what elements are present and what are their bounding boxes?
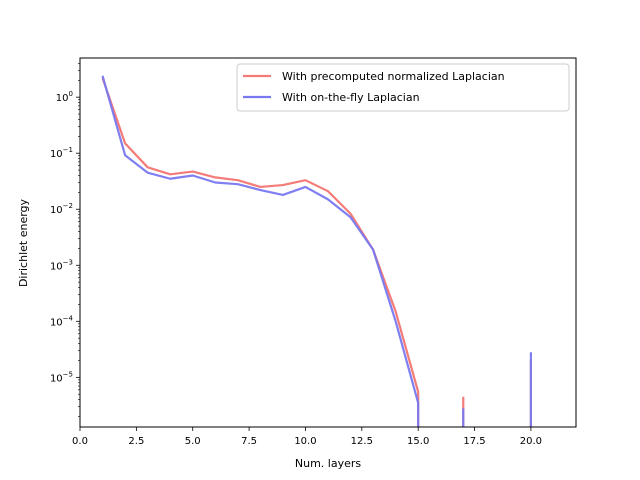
y-tick-label: 10−5 xyxy=(50,370,73,384)
legend-label-on-the-fly: With on-the-fly Laplacian xyxy=(282,91,420,104)
x-tick-label: 2.5 xyxy=(128,436,144,447)
x-tick-label: 17.5 xyxy=(463,436,485,447)
x-tick-label: 10.0 xyxy=(294,436,316,447)
x-tick-label: 12.5 xyxy=(351,436,373,447)
y-tick-label: 10−2 xyxy=(50,202,73,216)
y-tick-label: 10−3 xyxy=(50,258,73,272)
series-0-segment-0 xyxy=(101,77,420,427)
x-tick-label: 0.0 xyxy=(72,436,88,447)
legend-label-precomputed: With precomputed normalized Laplacian xyxy=(282,70,505,83)
x-tick-label: 5.0 xyxy=(185,436,201,447)
x-axis-label: Num. layers xyxy=(295,457,362,470)
series-layer xyxy=(101,75,533,427)
series-1-segment-0 xyxy=(101,75,420,427)
y-axis-ticks: 10−5 10−4 10−3 10−2 10−1 100 xyxy=(50,63,80,417)
y-tick-label: 100 xyxy=(56,90,73,104)
x-tick-label: 15.0 xyxy=(407,436,429,447)
plot-frame xyxy=(79,57,577,428)
legend-box xyxy=(236,63,570,112)
x-tick-label: 7.5 xyxy=(241,436,257,447)
legend: With precomputed normalized Laplacian Wi… xyxy=(236,63,570,112)
x-tick-label: 20.0 xyxy=(520,436,542,447)
y-tick-label: 10−1 xyxy=(50,146,73,160)
y-axis-label: Dirichlet energy xyxy=(17,198,30,287)
y-tick-label: 10−4 xyxy=(50,314,74,328)
x-axis-ticks: 0.0 2.5 5.0 7.5 10.0 12.5 15.0 17.5 20.0 xyxy=(72,427,542,447)
